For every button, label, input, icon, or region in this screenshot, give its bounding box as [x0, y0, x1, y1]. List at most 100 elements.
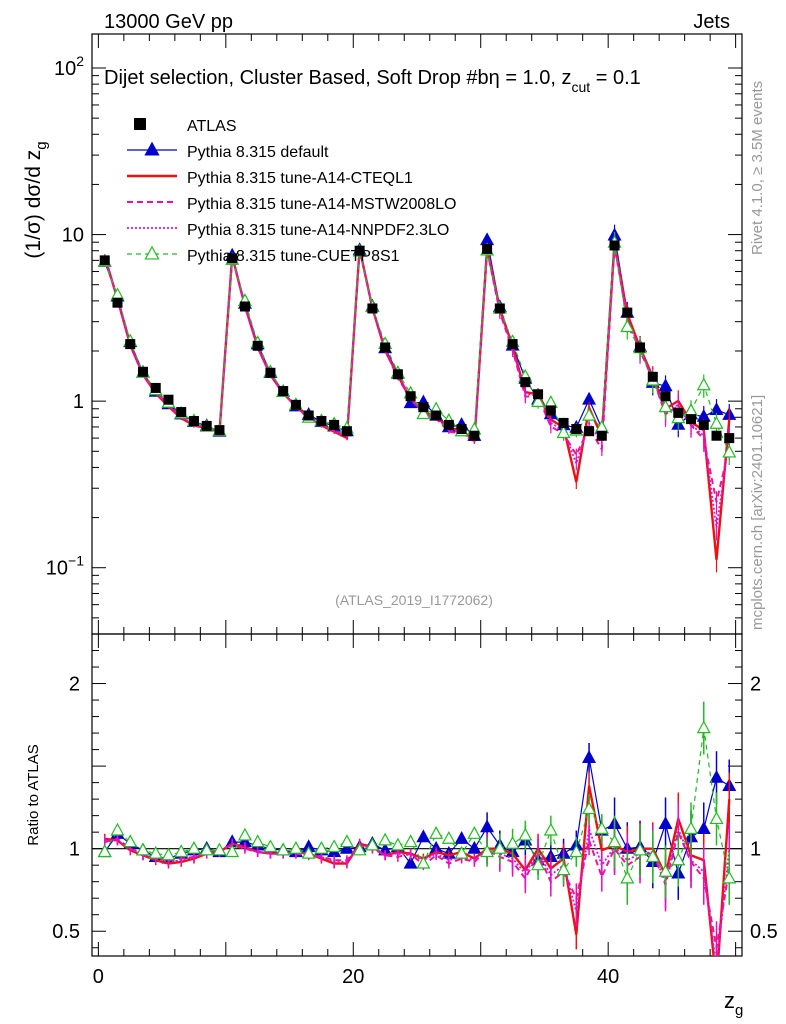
ratio-marker-cuetp8s1: [123, 834, 138, 848]
ratio-marker-cuetp8s1: [212, 842, 227, 856]
atlas-point: [125, 339, 136, 350]
ratio-marker-cuetp8s1: [492, 840, 507, 854]
ratio-marker-cuetp8s1: [543, 822, 558, 836]
x-tick-label: 20: [342, 966, 364, 988]
ratio-marker-cuetp8s1: [225, 844, 240, 858]
header-right: Jets: [693, 11, 730, 33]
ratio-marker-cuetp8s1: [135, 842, 150, 856]
atlas-point: [239, 301, 250, 312]
atlas-point: [660, 391, 671, 402]
ratio-tick-label-right: 0.5: [750, 921, 778, 943]
ratio-marker-default: [416, 829, 431, 843]
y-tick-base: 10: [54, 58, 76, 80]
marker-cuetp8s1: [709, 415, 724, 429]
ratio-marker-cuetp8s1: [441, 831, 456, 844]
atlas-point: [609, 240, 620, 251]
ratio-marker-cuetp8s1: [582, 801, 597, 815]
atlas-point: [380, 342, 391, 353]
marker-cuetp8s1: [416, 406, 431, 420]
ratio-marker-cuetp8s1: [327, 839, 342, 853]
legend-label-nnpdf: Pythia 8.315 tune-A14-NNPDF2.3LO: [187, 222, 449, 239]
ratio-marker-cuetp8s1: [378, 832, 393, 846]
ratio-marker-cuetp8s1: [722, 870, 737, 884]
ratio-marker-cuetp8s1: [301, 845, 316, 859]
atlas-point: [711, 430, 722, 441]
atlas-point: [520, 377, 531, 388]
legend-label-mstw: Pythia 8.315 tune-A14-MSTW2008LO: [187, 196, 456, 213]
ratio-tick-label: 1: [69, 839, 80, 861]
atlas-point: [316, 415, 327, 426]
ratio-marker-cuetp8s1: [314, 840, 329, 854]
ratio-marker-cuetp8s1: [607, 834, 622, 848]
atlas-point: [533, 389, 544, 400]
y-axis-label-sub: g: [33, 141, 50, 149]
atlas-point: [558, 417, 569, 428]
atlas-point: [482, 243, 493, 254]
legend-label-cteql1: Pythia 8.315 tune-A14-CTEQL1: [187, 170, 413, 187]
atlas-point: [252, 340, 263, 351]
atlas-point: [367, 303, 378, 314]
ratio-marker-default: [403, 855, 418, 869]
atlas-point: [635, 342, 646, 353]
atlas-point: [545, 405, 556, 416]
atlas-point: [469, 430, 480, 441]
ratio-marker-cuetp8s1: [671, 852, 686, 866]
atlas-point: [431, 410, 442, 421]
atlas-point: [354, 245, 365, 256]
atlas-point: [456, 424, 467, 435]
ratio-marker-default: [709, 769, 724, 783]
series-line-mstw: [103, 245, 731, 503]
marker-cuetp8s1: [722, 444, 737, 458]
x-tick-label: 0: [93, 966, 104, 988]
ratio-marker-cuetp8s1: [569, 844, 584, 858]
ratio-line-cuetp8s1: [104, 728, 730, 881]
x-axis-label: zg: [724, 988, 743, 1019]
ratio-marker-cuetp8s1: [645, 849, 660, 863]
ratio-marker-cuetp8s1: [403, 834, 418, 848]
ratio-marker-cuetp8s1: [237, 827, 252, 841]
ratio-marker-cuetp8s1: [505, 835, 520, 849]
y-tick-label: 102: [54, 53, 84, 80]
ratio-marker-cuetp8s1: [339, 834, 354, 848]
atlas-point: [698, 419, 709, 430]
atlas-point: [214, 425, 225, 436]
ratio-tick-label-right: 2: [750, 674, 761, 696]
atlas-point: [265, 367, 276, 378]
y-tick-exponent: −1: [68, 553, 84, 569]
ratio-marker-cuetp8s1: [97, 844, 112, 858]
ratio-marker-default: [696, 821, 711, 834]
y-tick-base: 10: [46, 558, 68, 580]
ratio-marker-cuetp8s1: [390, 837, 405, 851]
ratio-marker-cuetp8s1: [518, 827, 533, 841]
atlas-point: [290, 399, 301, 410]
y-axis-label-main: (1/σ) dσ/d z: [22, 150, 45, 259]
atlas-point: [112, 297, 123, 308]
ratio-marker-cuetp8s1: [709, 811, 724, 825]
x-axis-label-main: z: [724, 988, 735, 1013]
ratio-marker-cuetp8s1: [620, 870, 635, 884]
series-line-cteql1: [103, 243, 731, 560]
atlas-point: [150, 382, 161, 393]
ratio-plot-frame: [91, 633, 743, 957]
marker-cuetp8s1: [531, 394, 546, 407]
ratio-marker-default: [454, 831, 469, 844]
ratio-marker-cuetp8s1: [161, 847, 176, 861]
analysis-watermark: (ATLAS_2019_I1772062): [335, 592, 493, 608]
atlas-point: [418, 402, 429, 413]
ratio-marker-cuetp8s1: [467, 826, 482, 839]
atlas-point: [341, 426, 352, 437]
ratio-marker-cuetp8s1: [480, 844, 495, 858]
atlas-point: [329, 419, 340, 430]
atlas-point: [647, 371, 658, 382]
ratio-marker-cuetp8s1: [276, 842, 291, 856]
plot-title-suffix: η = 1.0, z: [489, 67, 572, 89]
ratio-marker-cuetp8s1: [416, 855, 431, 869]
atlas-point: [392, 369, 403, 380]
atlas-point: [188, 415, 199, 426]
atlas-point: [99, 255, 110, 266]
atlas-point: [137, 366, 148, 377]
side-label-rivet: Rivet 4.1.0, ≥ 3.5M events: [749, 81, 766, 255]
ratio-marker-cuetp8s1: [148, 845, 163, 859]
atlas-point: [724, 433, 735, 444]
